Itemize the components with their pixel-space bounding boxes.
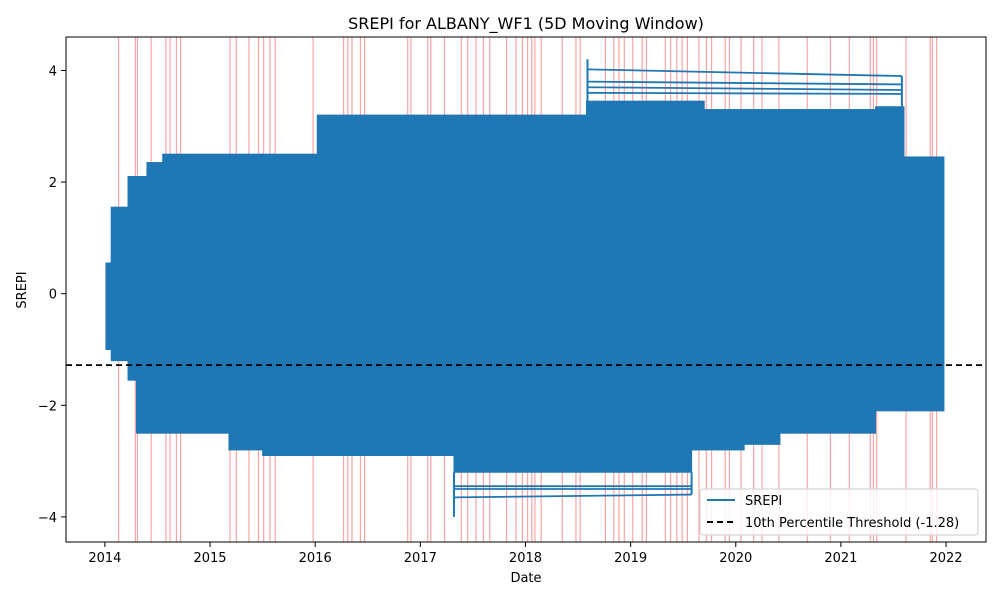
x-tick-label: 2020: [719, 551, 752, 566]
srepi-band-segment: [127, 176, 137, 381]
plot-frame: [65, 36, 987, 543]
srepi-band-segment: [105, 262, 112, 350]
x-axis: 2014 2015 2016 2017 2018 2019 2020 2021 2022: [88, 542, 963, 566]
srepi-band-segment: [703, 109, 745, 451]
y-tick-label: 0: [49, 288, 57, 303]
legend: SREPI 10th Percentile Threshold (-1.28): [699, 488, 979, 536]
srepi-band-segment: [903, 156, 945, 412]
srepi-band-segment: [316, 114, 455, 457]
srepi-band-segment: [691, 100, 705, 451]
srepi-band-segment: [135, 176, 148, 434]
srepi-outlier-line: [587, 91, 902, 95]
x-tick-label: 2017: [404, 551, 437, 566]
x-tick-label: 2022: [929, 551, 962, 566]
srepi-outlier-line: [453, 493, 692, 499]
srepi-band-segment: [743, 109, 781, 445]
x-axis-label: Date: [510, 571, 541, 586]
y-axis: −4 −2 0 2 4: [38, 64, 66, 526]
legend-box: [699, 488, 979, 536]
srepi-band-segment: [585, 100, 693, 473]
srepi-band-segment: [110, 206, 129, 362]
srepi-band-segment: [146, 162, 164, 434]
x-tick-label: 2014: [88, 551, 121, 566]
srepi-outlier-line: [587, 68, 902, 77]
srepi-band-segment: [228, 153, 264, 451]
y-tick-label: −2: [38, 399, 57, 414]
y-tick-label: 4: [49, 64, 57, 79]
x-tick-label: 2021: [824, 551, 857, 566]
x-tick-label: 2018: [509, 551, 542, 566]
series-srepi: [105, 59, 945, 517]
x-tick-label: 2015: [193, 551, 226, 566]
x-tick-label: 2016: [299, 551, 332, 566]
srepi-outlier-line: [587, 86, 902, 91]
plot-area: [66, 37, 986, 542]
srepi-band-segment: [262, 153, 318, 457]
chart-title: SREPI for ALBANY_WF1 (5D Moving Window): [348, 14, 704, 34]
srepi-band-segment: [162, 153, 230, 434]
legend-srepi-label: SREPI: [745, 494, 782, 509]
srepi-outlier-line: [587, 80, 902, 86]
y-axis-label: SREPI: [15, 271, 30, 308]
x-tick-label: 2019: [614, 551, 647, 566]
y-tick-label: 2: [49, 176, 57, 191]
legend-threshold-label: 10th Percentile Threshold (-1.28): [745, 516, 959, 531]
y-tick-label: −4: [38, 511, 57, 526]
srepi-band-segment: [453, 114, 587, 473]
srepi-band-segment: [779, 109, 877, 434]
